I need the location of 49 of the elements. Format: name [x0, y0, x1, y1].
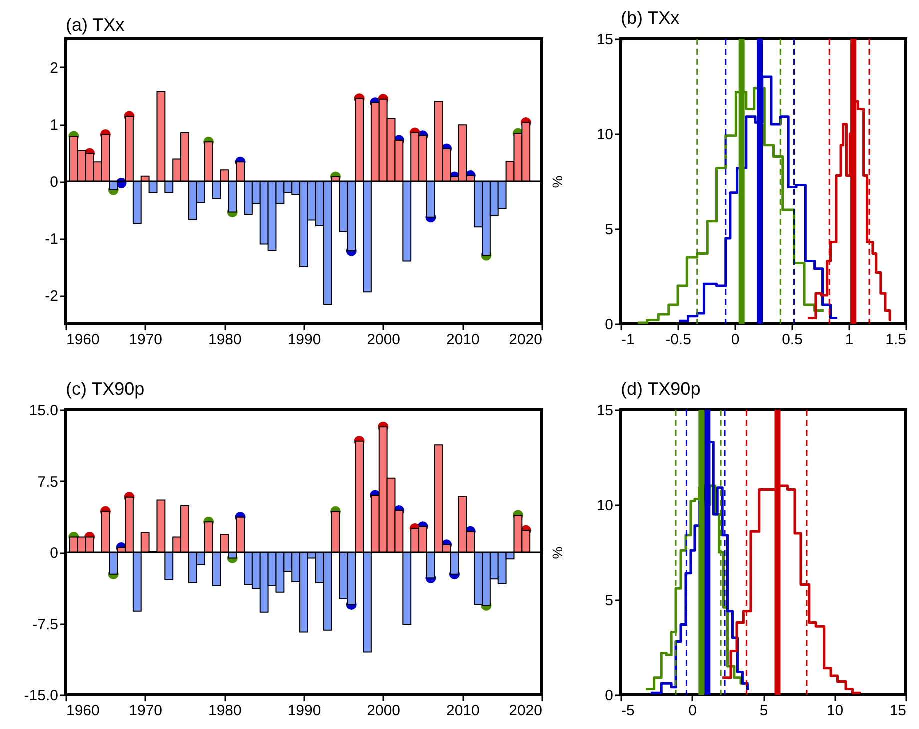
chart-title: (a) TXx — [66, 15, 125, 35]
y-tick-label: 15 — [596, 32, 614, 48]
x-tick-label: 1990 — [288, 332, 322, 348]
x-tick-label: -5 — [622, 702, 635, 720]
y-tick-label: 10 — [596, 498, 614, 514]
y-tick-label: 0 — [50, 545, 58, 562]
x-tick-label: 1970 — [129, 332, 163, 348]
x-tick-label: 1970 — [129, 702, 163, 720]
x-tick-label: 0.5 — [782, 332, 803, 348]
x-tick-label: 2000 — [367, 702, 401, 720]
x-tick-label: 2020 — [509, 702, 542, 720]
y-tick-label: 0 — [605, 688, 614, 704]
y-tick-label: 10 — [596, 126, 614, 144]
x-tick-label: -0.5 — [666, 332, 692, 348]
y-tick-label: -7.5 — [32, 616, 58, 634]
y-tick-label: -2 — [45, 288, 58, 305]
x-tick-label: 1980 — [208, 332, 242, 348]
chart-title: (c) TX90p — [66, 379, 145, 399]
x-tick-label: 5 — [760, 702, 768, 720]
x-tick-label: 0 — [731, 332, 740, 348]
x-tick-label: 2010 — [446, 332, 480, 348]
x-tick-label: 1960 — [66, 702, 100, 720]
x-tick-label: 15 — [890, 702, 906, 720]
x-tick-label: -1 — [622, 332, 635, 348]
x-tick-label: 1.5 — [886, 332, 906, 348]
x-tick-label: 0 — [688, 702, 697, 720]
y-tick-label: 1 — [50, 117, 58, 134]
x-tick-label: 2010 — [446, 702, 480, 720]
y-tick-label: 2 — [50, 60, 58, 77]
chart-title: (b) TXx — [621, 8, 680, 28]
x-tick-label: 1980 — [208, 702, 242, 720]
y-axis-title: % — [550, 546, 566, 560]
x-tick-label: 1990 — [288, 702, 322, 720]
y-tick-label: 0 — [50, 174, 58, 191]
x-tick-label: 2020 — [509, 332, 542, 348]
y-tick-label: 15.0 — [29, 402, 58, 420]
y-tick-label: -15.0 — [24, 688, 58, 704]
x-tick-label: 1 — [845, 332, 854, 348]
y-tick-label: 0 — [605, 316, 614, 334]
y-axis-title: % — [550, 176, 566, 188]
y-tick-label: 7.5 — [38, 474, 58, 491]
x-tick-label: 1960 — [66, 332, 100, 348]
y-tick-label: -1 — [45, 231, 58, 248]
chart-title: (d) TX90p — [621, 379, 701, 399]
x-tick-label: 10 — [826, 702, 844, 720]
y-tick-label: 5 — [605, 222, 614, 238]
y-tick-label: 15 — [596, 402, 614, 420]
x-tick-label: 2000 — [367, 332, 401, 348]
y-tick-label: 5 — [605, 592, 614, 610]
